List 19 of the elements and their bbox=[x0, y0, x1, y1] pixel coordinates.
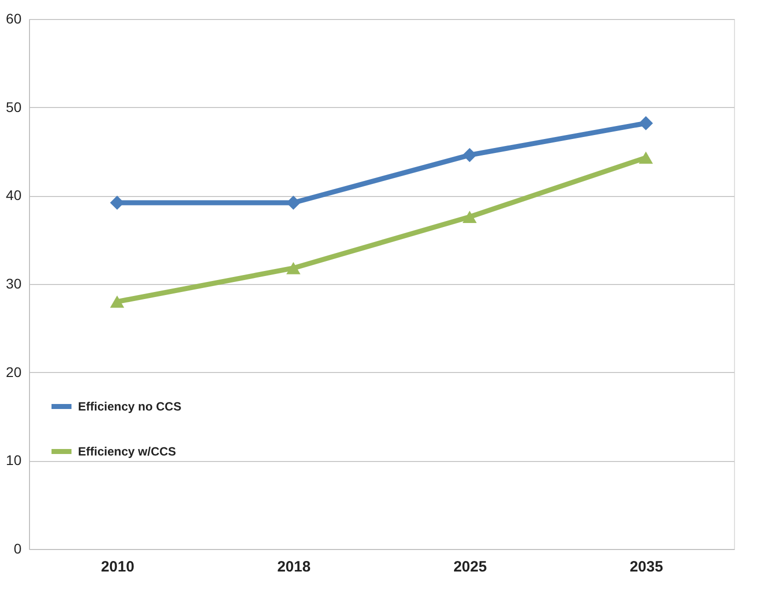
y-tick-label: 60 bbox=[6, 10, 22, 26]
point bbox=[462, 210, 477, 223]
legend-label: Efficiency w/CCS bbox=[78, 444, 176, 458]
x-tick-label: 2035 bbox=[630, 558, 664, 576]
point bbox=[110, 296, 124, 308]
point bbox=[462, 148, 477, 162]
point bbox=[286, 262, 300, 274]
y-tick-label: 40 bbox=[6, 187, 22, 204]
y-tick-label: 50 bbox=[6, 98, 22, 115]
x-tick-label: 2018 bbox=[277, 558, 311, 576]
x-tick-label: 2025 bbox=[453, 558, 487, 576]
point bbox=[638, 116, 653, 130]
legend-label: Efficiency no CCS bbox=[78, 400, 182, 414]
point bbox=[638, 152, 653, 164]
y-tick-label: 30 bbox=[6, 276, 22, 292]
y-tick-label: 10 bbox=[6, 452, 22, 468]
x-tick-label: 2010 bbox=[100, 558, 134, 576]
y-tick-label: 20 bbox=[6, 364, 22, 380]
y-tick-label: 0 bbox=[14, 540, 22, 556]
